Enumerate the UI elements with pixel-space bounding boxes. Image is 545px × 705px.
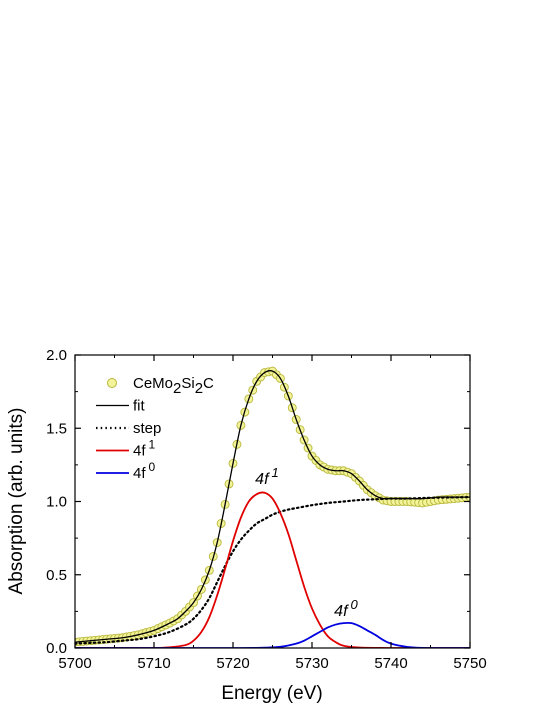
annotations: 4f 1 4f 0 xyxy=(255,465,358,620)
y-tick-label: 1.5 xyxy=(46,420,67,437)
peak-annotation: 4f 0 xyxy=(334,597,358,620)
y-tick-label: 1.0 xyxy=(46,494,67,511)
series-line-solid-red xyxy=(75,491,470,648)
legend-label: 4f 0 xyxy=(133,460,156,482)
x-tick-label: 5700 xyxy=(58,655,91,672)
y-tick-label: 2.0 xyxy=(46,347,67,364)
series-line-dotted-black xyxy=(75,496,470,645)
series-line-solid-black xyxy=(75,370,470,643)
series-layer xyxy=(75,366,470,648)
legend-label: 4f 1 xyxy=(133,438,156,460)
peak-annotation: 4f 1 xyxy=(255,465,279,488)
axis-ticks xyxy=(74,354,471,649)
x-axis-title: Energy (eV) xyxy=(221,683,322,704)
y-tick-label: 0.0 xyxy=(46,640,67,657)
legend-label: fit xyxy=(133,398,146,415)
x-tick-label: 5730 xyxy=(295,655,328,672)
x-tick-label: 5740 xyxy=(374,655,407,672)
y-tick-label: 0.5 xyxy=(46,567,67,584)
x-tick-label: 5720 xyxy=(216,655,249,672)
axis-tick-labels: 5700 5710 5720 5730 5740 5750 0.0 0.5 1.0 1.5 2.0 xyxy=(46,347,487,672)
y-axis-title: Absorption (arb. units) xyxy=(6,408,27,595)
legend-marker xyxy=(107,378,117,388)
x-tick-label: 5750 xyxy=(453,655,486,672)
legend-label: step xyxy=(133,420,161,437)
legend-label: CeMo2Si2C xyxy=(133,375,214,397)
series-markers xyxy=(75,366,470,647)
x-tick-label: 5710 xyxy=(137,655,170,672)
series-line-solid-blue xyxy=(75,621,470,648)
